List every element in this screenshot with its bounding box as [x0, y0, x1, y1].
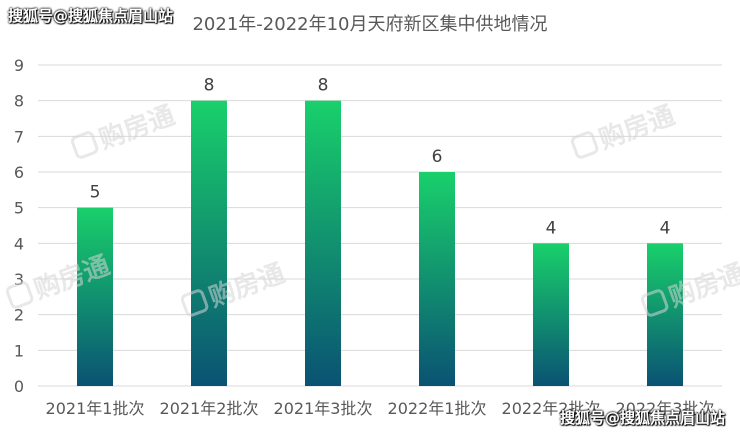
data-label: 8	[204, 76, 215, 96]
bar	[419, 172, 455, 386]
chart-title: 2021年-2022年10月天府新区集中供地情况	[192, 14, 547, 35]
y-tick-label: 3	[14, 270, 24, 289]
bar	[647, 243, 683, 386]
bar	[191, 100, 227, 387]
bar	[533, 243, 569, 386]
y-tick-label: 2	[14, 306, 24, 325]
x-tick-label: 2022年3批次	[616, 399, 715, 418]
x-tick-label: 2022年2批次	[502, 399, 601, 418]
data-label: 6	[432, 147, 443, 167]
bar	[77, 207, 113, 386]
y-tick-label: 6	[14, 163, 24, 182]
x-tick-label: 2021年3批次	[274, 399, 373, 418]
data-label: 5	[90, 183, 101, 203]
bar	[305, 100, 341, 387]
y-tick-label: 8	[14, 92, 24, 111]
data-label: 8	[318, 76, 329, 96]
watermark-bottom-right: 搜狐号@搜狐焦点眉山站	[560, 409, 726, 427]
x-tick-label: 2021年2批次	[160, 399, 259, 418]
y-tick-label: 0	[14, 377, 24, 396]
x-tick-label: 2021年1批次	[46, 399, 145, 418]
x-axis-ticks: 2021年1批次 2021年2批次 2021年3批次 2022年1批次 2022年2批次…	[46, 399, 715, 418]
y-tick-label: 7	[14, 127, 24, 146]
y-tick-label: 1	[14, 341, 24, 360]
bars	[77, 100, 683, 387]
y-tick-label: 4	[14, 234, 24, 253]
x-tick-label: 2022年1批次	[388, 399, 487, 418]
data-labels: 5 8 8 6 4 4	[90, 76, 671, 239]
y-tick-label: 9	[14, 56, 24, 75]
data-label: 4	[546, 218, 557, 238]
gridlines	[38, 64, 722, 387]
watermark-top-left: 搜狐号@搜狐焦点眉山站	[8, 7, 174, 25]
data-label: 4	[660, 218, 671, 238]
y-axis-ticks: 0 1 2 3 4 5 6 7 8 9	[14, 56, 24, 396]
y-tick-label: 5	[14, 199, 24, 218]
